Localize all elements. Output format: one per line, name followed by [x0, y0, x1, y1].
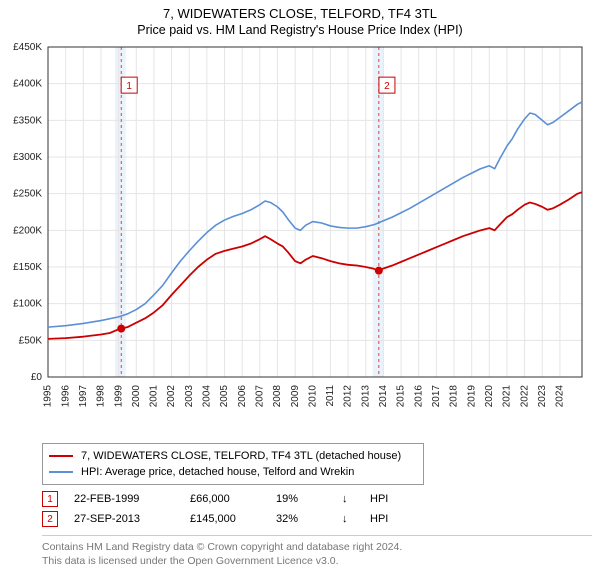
chart-subtitle: Price paid vs. HM Land Registry's House …: [0, 23, 600, 37]
legend: 7, WIDEWATERS CLOSE, TELFORD, TF4 3TL (d…: [42, 443, 424, 485]
chart-svg: £0 £50K £100K £150K £200K £250K £300K £350K £400…: [0, 37, 600, 437]
sale-diff: 32%: [276, 513, 326, 525]
down-arrow-icon: ↓: [342, 513, 354, 525]
sale-diff: 19%: [276, 493, 326, 505]
legend-label: 7, WIDEWATERS CLOSE, TELFORD, TF4 3TL (d…: [81, 448, 401, 464]
svg-text:£400K: £400K: [13, 79, 42, 90]
svg-text:2015: 2015: [396, 385, 407, 408]
svg-text:£350K: £350K: [13, 115, 42, 126]
svg-text:2014: 2014: [378, 385, 389, 408]
sale-vs: HPI: [370, 513, 400, 525]
svg-text:£100K: £100K: [13, 299, 42, 310]
attribution-footer: Contains HM Land Registry data © Crown c…: [42, 535, 592, 568]
svg-text:1: 1: [126, 81, 132, 92]
svg-text:2000: 2000: [131, 385, 142, 408]
svg-text:2011: 2011: [325, 385, 336, 407]
sales-row: 1 22-FEB-1999 £66,000 19% ↓ HPI: [42, 489, 592, 509]
down-arrow-icon: ↓: [342, 493, 354, 505]
svg-text:2012: 2012: [343, 385, 354, 408]
chart-area: £0 £50K £100K £150K £200K £250K £300K £350K £400…: [0, 37, 600, 437]
svg-text:2010: 2010: [307, 385, 318, 408]
legend-swatch: [49, 455, 73, 457]
legend-item: HPI: Average price, detached house, Telf…: [49, 464, 417, 480]
svg-text:2023: 2023: [537, 385, 548, 408]
svg-text:1997: 1997: [78, 385, 89, 408]
svg-text:2004: 2004: [202, 385, 213, 408]
svg-text:£50K: £50K: [19, 335, 43, 346]
svg-text:£300K: £300K: [13, 152, 42, 163]
svg-text:2024: 2024: [555, 385, 566, 408]
svg-text:2018: 2018: [449, 385, 460, 408]
svg-text:2022: 2022: [519, 385, 530, 408]
footer-line: Contains HM Land Registry data © Crown c…: [42, 540, 592, 554]
svg-text:2006: 2006: [237, 385, 248, 408]
svg-text:2013: 2013: [360, 385, 371, 408]
svg-text:1999: 1999: [113, 385, 124, 408]
svg-text:2020: 2020: [484, 385, 495, 408]
svg-text:2: 2: [384, 81, 390, 92]
svg-text:2016: 2016: [413, 385, 424, 408]
svg-text:2009: 2009: [290, 385, 301, 408]
footer-line: This data is licensed under the Open Gov…: [42, 554, 592, 568]
svg-text:2005: 2005: [219, 385, 230, 408]
page-container: 7, WIDEWATERS CLOSE, TELFORD, TF4 3TL Pr…: [0, 0, 600, 568]
svg-text:£250K: £250K: [13, 189, 42, 200]
svg-text:2017: 2017: [431, 385, 442, 408]
legend-label: HPI: Average price, detached house, Telf…: [81, 464, 354, 480]
svg-text:£150K: £150K: [13, 262, 42, 273]
sales-table: 1 22-FEB-1999 £66,000 19% ↓ HPI 2 27-SEP…: [42, 489, 592, 529]
svg-text:2002: 2002: [166, 385, 177, 408]
legend-item: 7, WIDEWATERS CLOSE, TELFORD, TF4 3TL (d…: [49, 448, 417, 464]
svg-text:1995: 1995: [43, 385, 54, 408]
title-block: 7, WIDEWATERS CLOSE, TELFORD, TF4 3TL Pr…: [0, 0, 600, 37]
svg-text:2021: 2021: [502, 385, 513, 408]
svg-text:£0: £0: [31, 372, 43, 383]
svg-text:1996: 1996: [60, 385, 71, 408]
svg-text:2008: 2008: [272, 385, 283, 408]
svg-text:2001: 2001: [149, 385, 160, 408]
sales-row: 2 27-SEP-2013 £145,000 32% ↓ HPI: [42, 509, 592, 529]
sale-marker-num: 1: [47, 494, 53, 505]
sale-price: £145,000: [190, 513, 260, 525]
sale-date: 27-SEP-2013: [74, 513, 174, 525]
sale-marker: 1: [42, 491, 58, 507]
svg-text:£450K: £450K: [13, 42, 42, 53]
svg-text:2019: 2019: [466, 385, 477, 408]
legend-swatch: [49, 471, 73, 473]
sale-price: £66,000: [190, 493, 260, 505]
svg-text:1998: 1998: [96, 385, 107, 408]
chart-title: 7, WIDEWATERS CLOSE, TELFORD, TF4 3TL: [0, 6, 600, 21]
sale-marker: 2: [42, 511, 58, 527]
sale-marker-num: 2: [47, 514, 53, 525]
svg-text:2003: 2003: [184, 385, 195, 408]
sale-vs: HPI: [370, 493, 400, 505]
svg-text:£200K: £200K: [13, 225, 42, 236]
svg-text:2007: 2007: [254, 385, 265, 408]
sale-date: 22-FEB-1999: [74, 493, 174, 505]
